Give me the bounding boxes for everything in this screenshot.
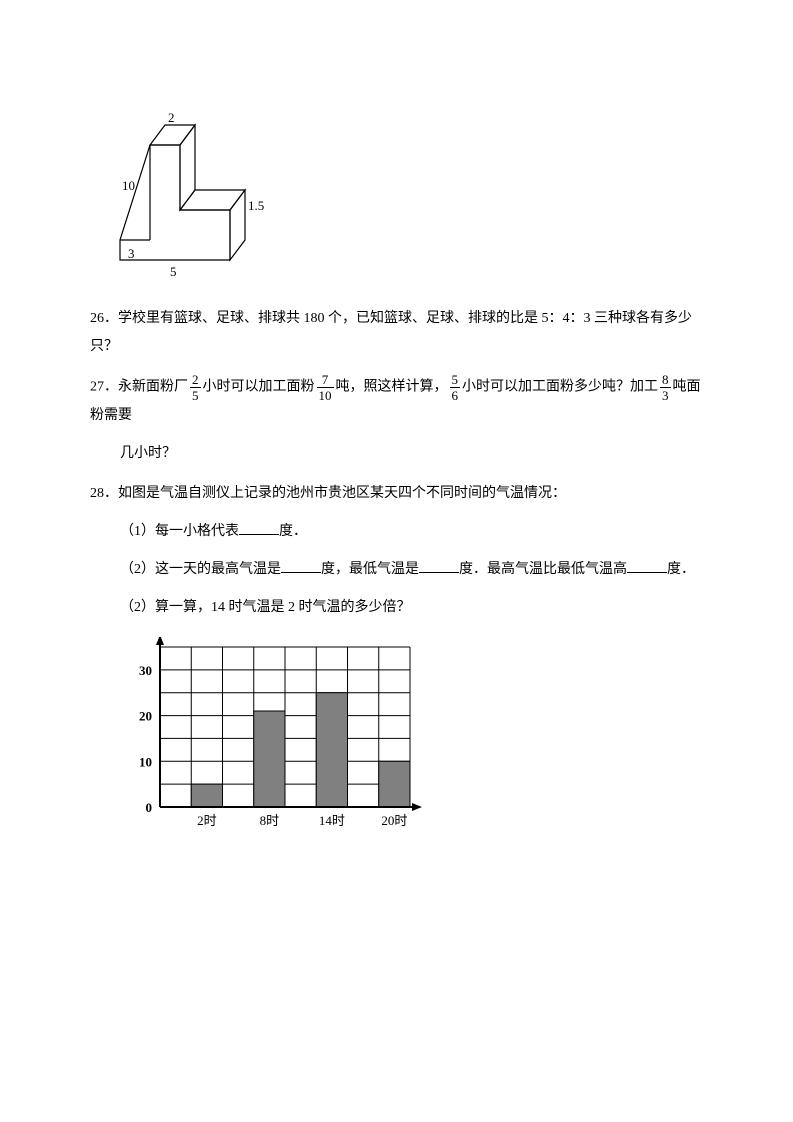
question-27: 27．永新面粉厂25小时可以加工面粉710吨，照这样计算，56小时可以加工面粉多… <box>90 373 703 468</box>
q27-mid1: 小时可以加工面粉 <box>203 380 315 395</box>
q27-mid3: 小时可以加工面粉多少吨？加工 <box>462 380 658 395</box>
dim-left: 10 <box>122 178 135 193</box>
svg-text:20时: 20时 <box>381 813 407 828</box>
step-shape-svg: 2 10 1.5 3 5 <box>100 90 280 280</box>
step-shape-diagram: 2 10 1.5 3 5 <box>100 90 703 285</box>
question-26: 26．学校里有篮球、足球、排球共 180 个，已知篮球、足球、排球的比是 5：4… <box>90 305 703 361</box>
dim-top: 2 <box>168 110 175 125</box>
svg-text:20: 20 <box>139 709 152 724</box>
q28-part3: （2）算一算，14 时气温是 2 时气温的多少倍？ <box>90 594 703 622</box>
frac-5-6: 56 <box>450 373 461 402</box>
temperature-bar-chart: 0 10 20 30 2时 8时 14时 20时 <box>120 637 703 847</box>
svg-text:14时: 14时 <box>319 813 345 828</box>
q28-p2b: 度，最低气温是 <box>321 562 419 577</box>
q28-p2c: 度．最高气温比最低气温高 <box>459 562 627 577</box>
q26-num: 26 <box>90 311 104 326</box>
svg-text:0: 0 <box>146 800 153 815</box>
q26-text: ．学校里有篮球、足球、排球共 180 个，已知篮球、足球、排球的比是 5：4：3… <box>90 311 692 354</box>
frac-7-10: 710 <box>317 373 334 402</box>
q28-intro: ．如图是气温自测仪上记录的池州市贵池区某天四个不同时间的气温情况： <box>104 486 566 501</box>
q28-p2d: 度． <box>667 562 695 577</box>
question-28: 28．如图是气温自测仪上记录的池州市贵池区某天四个不同时间的气温情况： （1）每… <box>90 480 703 622</box>
q28-part1: （1）每一小格代表 度． <box>90 518 703 546</box>
svg-text:2时: 2时 <box>197 813 217 828</box>
q28-part2: （2）这一天的最高气温是 度，最低气温是 度．最高气温比最低气温高 度． <box>90 556 703 584</box>
blank <box>419 558 459 573</box>
q28-num: 28 <box>90 486 104 501</box>
q28-p2a: （2）这一天的最高气温是 <box>120 562 281 577</box>
dim-right: 1.5 <box>248 198 264 213</box>
dim-bottom: 5 <box>170 264 177 279</box>
frac-8-3: 83 <box>660 373 671 402</box>
q28-p1a: （1）每一小格代表 <box>120 524 239 539</box>
q28-p1b: 度． <box>279 524 307 539</box>
blank <box>627 558 667 573</box>
q27-num: 27 <box>90 380 104 395</box>
frac-2-5: 25 <box>190 373 201 402</box>
svg-text:8时: 8时 <box>260 813 280 828</box>
svg-text:10: 10 <box>139 754 152 769</box>
blank <box>281 558 321 573</box>
bar-chart-svg: 0 10 20 30 2时 8时 14时 20时 <box>120 637 430 842</box>
q27-mid2: 吨，照这样计算， <box>336 380 448 395</box>
q27-pre: ．永新面粉厂 <box>104 380 188 395</box>
dim-bottom-left: 3 <box>128 246 135 261</box>
q27-line2: 几小时？ <box>90 440 703 468</box>
svg-text:30: 30 <box>139 663 152 678</box>
blank <box>239 520 279 535</box>
